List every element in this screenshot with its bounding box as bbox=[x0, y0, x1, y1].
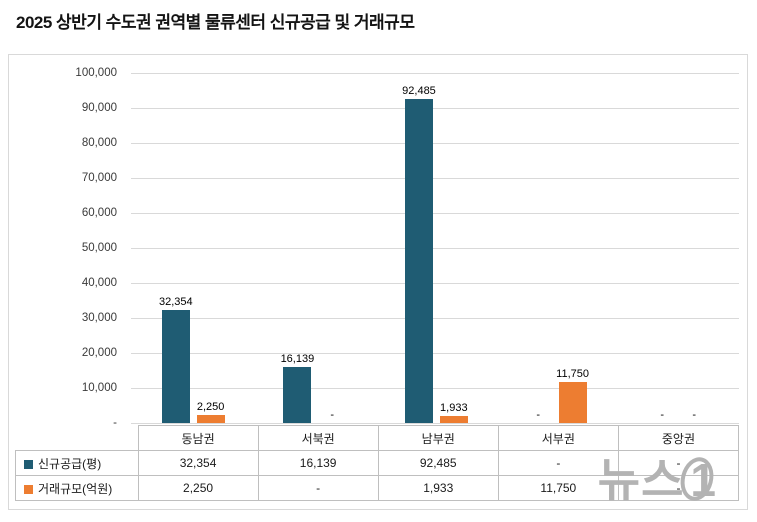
bar-group-서북권: 16,139 - bbox=[253, 73, 375, 423]
bar-value-label: 11,750 bbox=[556, 367, 589, 380]
gridline bbox=[131, 178, 739, 179]
gridline bbox=[131, 108, 739, 109]
bar-value-label: 32,354 bbox=[158, 295, 193, 308]
table-cell: 16,139 bbox=[257, 450, 379, 476]
table-cell: - bbox=[497, 450, 619, 476]
y-tick-label: 60,000 bbox=[81, 207, 117, 219]
gridline bbox=[131, 248, 739, 249]
bar-wrap: 92,485 bbox=[402, 85, 436, 423]
bar-wrap: - bbox=[680, 409, 708, 423]
gridline bbox=[131, 353, 739, 354]
news1-watermark: 뉴스 1 bbox=[598, 444, 723, 510]
page-title: 2025 상반기 수도권 권역별 물류센터 신규공급 및 거래규모 bbox=[16, 13, 415, 32]
gridline bbox=[131, 283, 739, 284]
chart-container: 100,000 90,000 80,000 70,000 60,000 50,000 40,… bbox=[8, 54, 748, 510]
bar-group-동남권: 32,354 2,250 bbox=[131, 73, 253, 423]
bar-value-label: - bbox=[660, 409, 664, 421]
bar-wrap: 2,250 bbox=[196, 401, 225, 423]
table-header-cell: 중앙권 bbox=[617, 425, 740, 451]
bar bbox=[558, 381, 587, 423]
y-tick-label: - bbox=[113, 417, 117, 429]
table-header-cell: 서북권 bbox=[257, 425, 379, 451]
y-tick-label: 90,000 bbox=[81, 102, 117, 114]
bar-value-label: - bbox=[536, 409, 540, 421]
y-tick-label: 40,000 bbox=[81, 277, 117, 289]
gridline bbox=[131, 143, 739, 144]
table-cell: - bbox=[257, 475, 379, 501]
y-tick-label: 50,000 bbox=[81, 242, 117, 254]
table-header-cell: 남부권 bbox=[377, 425, 499, 451]
bar-group-서부권: - 11,750 bbox=[496, 73, 618, 423]
bar-value-label: 16,139 bbox=[280, 352, 315, 365]
bar-wrap: 11,750 bbox=[556, 368, 589, 423]
table-cell: 92,485 bbox=[377, 450, 499, 476]
y-tick-label: 30,000 bbox=[81, 312, 117, 324]
bar-wrap: 1,933 bbox=[439, 402, 468, 423]
table-corner-cell bbox=[15, 425, 138, 451]
gridline bbox=[131, 318, 739, 319]
table-header-cell: 서부권 bbox=[497, 425, 619, 451]
bar-wrap: 32,354 bbox=[159, 296, 193, 423]
gridline bbox=[131, 423, 739, 424]
gridline bbox=[131, 388, 739, 389]
watermark-logo-one: 1 bbox=[684, 453, 723, 507]
y-tick-label: 20,000 bbox=[81, 347, 117, 359]
bar bbox=[161, 309, 190, 423]
bar-value-label: - bbox=[692, 409, 696, 421]
bar-value-label: 2,250 bbox=[196, 401, 225, 414]
bar-wrap: - bbox=[524, 409, 552, 423]
legend-marker bbox=[24, 459, 33, 469]
bar bbox=[283, 366, 312, 423]
table-row: 거래규모(억원) 2,250-1,933 11,750- bbox=[15, 475, 740, 501]
y-tick-label: 100,000 bbox=[75, 67, 117, 79]
table-header-cell: 동남권 bbox=[137, 425, 259, 451]
bar-wrap: - bbox=[648, 409, 676, 423]
y-tick-label: 80,000 bbox=[81, 137, 117, 149]
bar-group-남부권: 92,485 1,933 bbox=[374, 73, 496, 423]
plot-bars: 32,354 2,250 16,139-92,485 1,933-11,750- - bbox=[131, 73, 739, 423]
table-cell: 2,250 bbox=[137, 475, 259, 501]
gridline bbox=[131, 73, 739, 74]
y-tick-label: 10,000 bbox=[81, 382, 117, 394]
bar-wrap: - bbox=[318, 409, 346, 423]
table-body: 신규공급(평) 32,354 16,139 92,485- - 거래규모(억원) 2,250… bbox=[15, 450, 740, 501]
bar-group-중앙권: -- bbox=[617, 73, 739, 423]
table-row-label: 거래규모(억원) bbox=[15, 475, 139, 501]
table-cell: 1,933 bbox=[377, 475, 499, 501]
table-cell: 32,354 bbox=[137, 450, 259, 476]
bar bbox=[196, 415, 225, 423]
data-table: 동남권 서북권 남부권 서부권 중앙권 신규공급(평) 32,354 16,139 92,48… bbox=[15, 425, 740, 501]
bar-value-label: 1,933 bbox=[440, 402, 468, 415]
table-cell: 11,750 bbox=[497, 475, 619, 501]
gridline bbox=[131, 213, 739, 214]
watermark-text: 뉴스 bbox=[597, 454, 685, 506]
y-tick-label: 70,000 bbox=[81, 172, 117, 184]
plot-area: 32,354 2,250 16,139-92,485 1,933-11,750- - bbox=[131, 73, 739, 424]
table-row-label: 신규공급(평) bbox=[15, 450, 139, 476]
bar-value-label: - bbox=[330, 409, 335, 421]
legend-marker bbox=[24, 484, 33, 494]
bar bbox=[439, 416, 468, 423]
y-axis-labels: 100,000 90,000 80,000 70,000 60,000 50,000 40,… bbox=[9, 55, 127, 509]
bar bbox=[404, 99, 433, 423]
bar-wrap: 16,139 bbox=[280, 352, 315, 423]
bar-value-label: 92,485 bbox=[402, 85, 436, 98]
